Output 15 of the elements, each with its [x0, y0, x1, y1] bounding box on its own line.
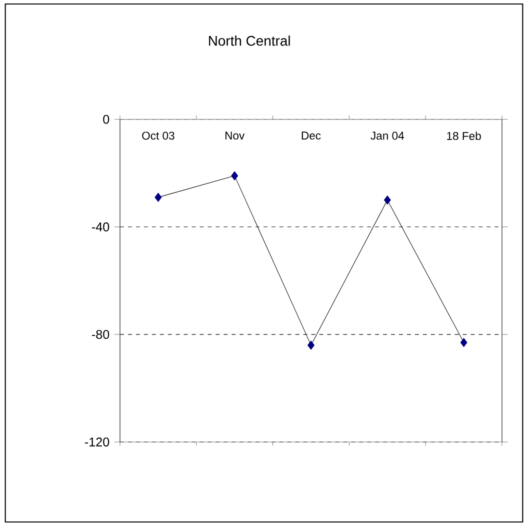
y-tick-label: -40 [92, 222, 110, 232]
y-tick-label: -120 [84, 438, 110, 446]
x-tick-label: Dec [302, 132, 321, 140]
y-tick-label: -80 [92, 330, 110, 339]
point [460, 338, 468, 348]
x-tick-label: 18 Feb [447, 132, 481, 140]
x-tick-label: Oct 03 [142, 132, 174, 140]
point [384, 195, 391, 205]
x-tick-label: Nov [225, 132, 245, 140]
y-tick-label: 0 [103, 114, 110, 124]
x-tick-label: Jan 04 [370, 132, 404, 140]
point [308, 340, 314, 350]
chart-title: North Central [209, 36, 290, 46]
point [231, 171, 238, 180]
point [154, 192, 162, 202]
